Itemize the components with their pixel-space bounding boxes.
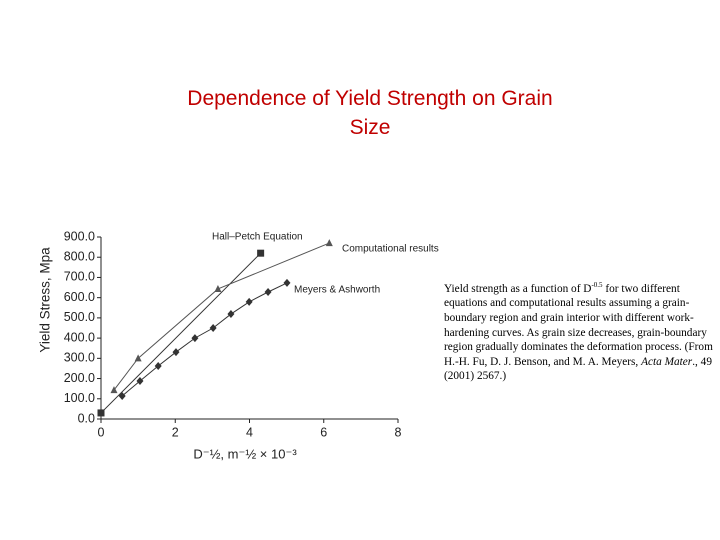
marker xyxy=(110,386,118,394)
caption-sup: -0.5 xyxy=(591,281,603,289)
marker xyxy=(97,409,105,417)
series-line xyxy=(100,252,261,414)
caption-journal: Acta Mater xyxy=(641,355,693,368)
marker xyxy=(257,249,265,257)
marker xyxy=(134,354,142,362)
x-tick-label: 4 xyxy=(246,425,253,439)
marker xyxy=(283,278,291,287)
caption-text: Yield strength as a function of D xyxy=(444,282,592,295)
marker xyxy=(191,334,199,343)
x-tick-label: 0 xyxy=(98,425,105,439)
marker xyxy=(245,297,253,306)
y-tick-label: 300.0 xyxy=(64,351,95,365)
marker xyxy=(172,348,180,357)
marker xyxy=(154,362,162,371)
marker xyxy=(136,376,144,385)
y-tick-label: 0.0 xyxy=(78,411,95,425)
y-tick-label: 900.0 xyxy=(64,229,95,243)
series-label: Meyers & Ashworth xyxy=(294,285,380,296)
y-tick-label: 800.0 xyxy=(64,250,95,264)
caption: Yield strength as a function of D-0.5 fo… xyxy=(444,278,716,384)
y-tick-label: 600.0 xyxy=(64,290,95,304)
y-tick-label: 100.0 xyxy=(64,391,95,405)
marker xyxy=(214,284,222,292)
marker xyxy=(325,239,333,247)
y-tick-label: 700.0 xyxy=(64,270,95,284)
x-tick-label: 8 xyxy=(395,425,402,439)
marker xyxy=(209,324,217,332)
y-tick-label: 200.0 xyxy=(64,371,95,385)
series-label: Computational results xyxy=(342,244,439,255)
series-label: Hall–Petch Equation xyxy=(212,232,303,243)
marker xyxy=(227,310,235,319)
series-line xyxy=(121,282,288,397)
caption-text: for two different equations and computat… xyxy=(444,282,713,368)
y-tick-label: 500.0 xyxy=(64,310,95,324)
x-axis-label: D⁻½, m⁻½ × 10⁻³ xyxy=(193,446,297,461)
y-axis-label: Yield Stress, Mpa xyxy=(38,247,53,353)
series-line xyxy=(113,242,330,391)
x-tick-label: 6 xyxy=(320,425,327,439)
marker xyxy=(264,288,272,297)
marker xyxy=(118,391,126,400)
x-tick-label: 2 xyxy=(172,425,179,439)
caption-text: ., 49 (2001) 2567.) xyxy=(444,355,712,383)
slide-title: Dependence of Yield Strength on Grain Si… xyxy=(187,87,553,139)
y-tick-label: 400.0 xyxy=(64,330,95,344)
